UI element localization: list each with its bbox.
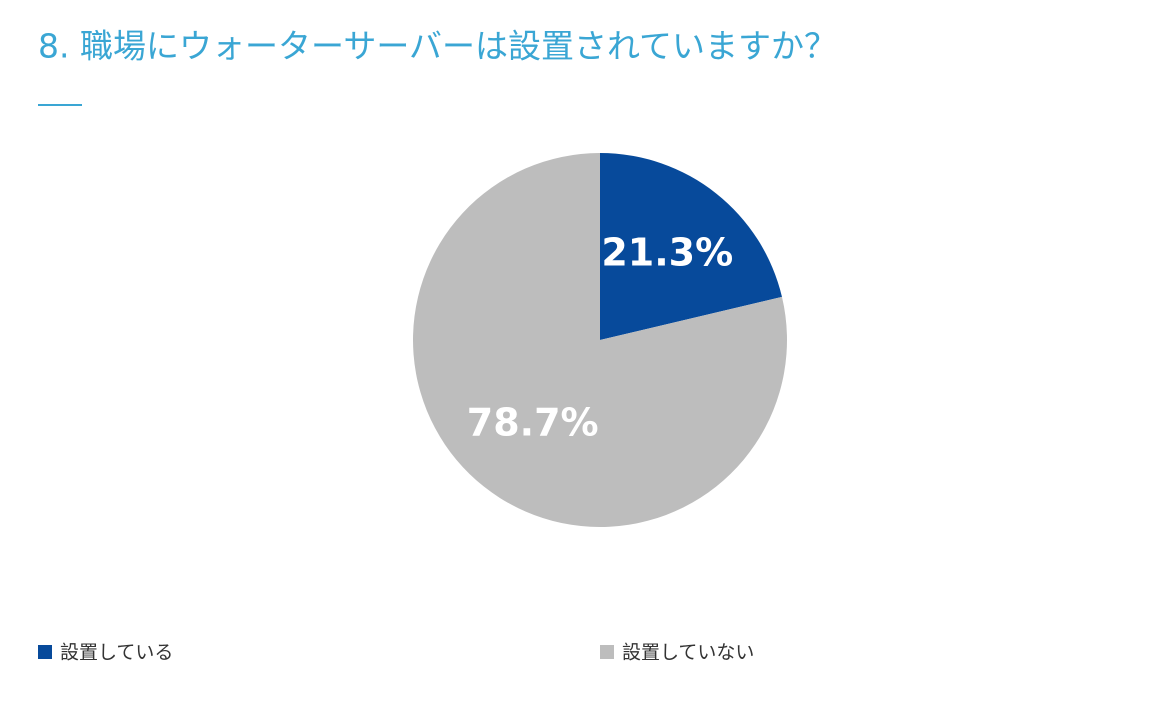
pie-slice: [600, 153, 782, 340]
data-label: 21.3%: [601, 230, 733, 274]
pie-slice: [413, 153, 788, 527]
legend-swatch: [600, 645, 614, 659]
legend-label: 設置していない: [622, 642, 754, 664]
legend-swatch: [38, 645, 52, 659]
data-label: 78.7%: [467, 401, 599, 445]
chart-title: 8. 職場にウォーターサーバーは設置されていますか？: [38, 27, 837, 66]
legend-label: 設置している: [60, 642, 173, 664]
